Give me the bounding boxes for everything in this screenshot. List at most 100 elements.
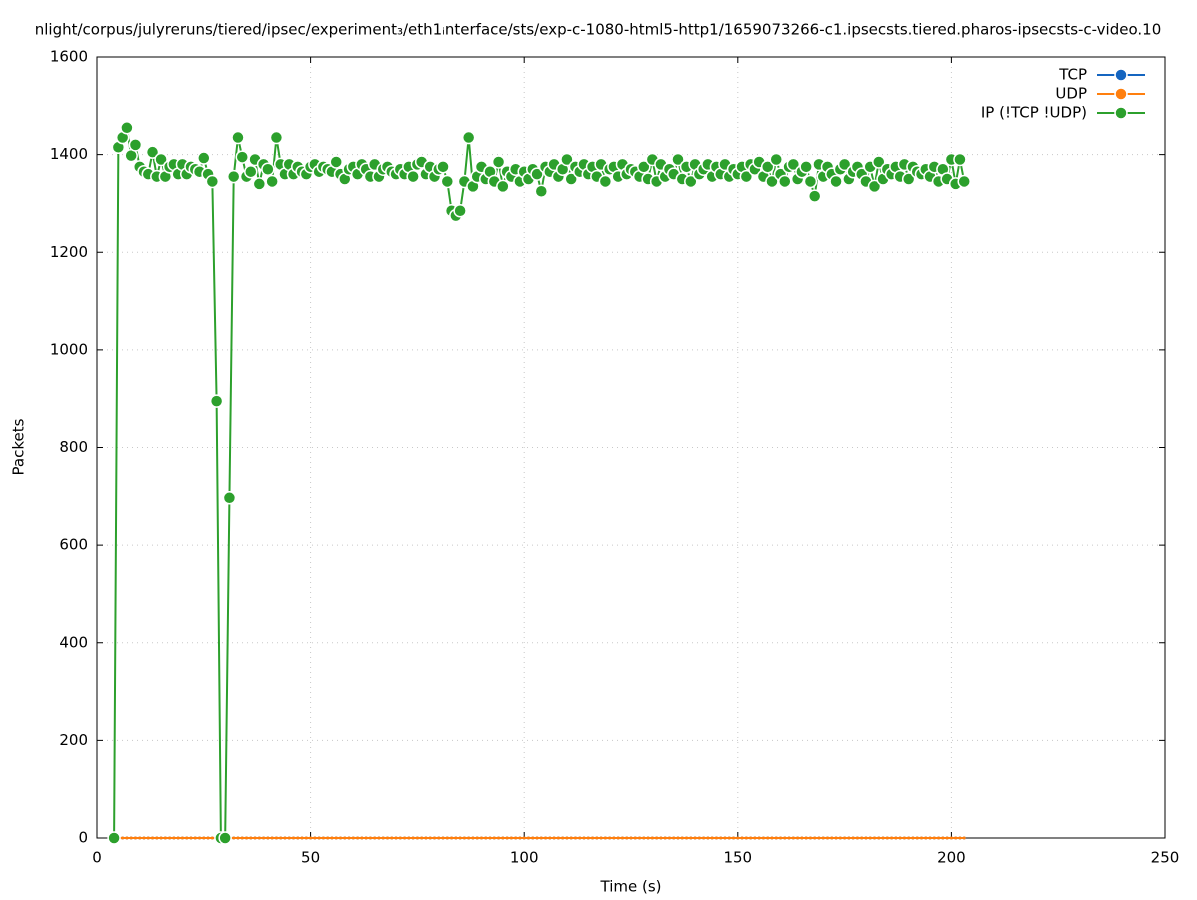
data-point: [253, 836, 257, 840]
data-point: [334, 836, 338, 840]
data-point: [398, 836, 402, 840]
data-point: [778, 174, 792, 189]
data-point: [467, 836, 471, 840]
data-point: [803, 174, 818, 189]
data-point: [714, 836, 718, 840]
data-point: [787, 836, 791, 840]
data-point: [898, 836, 902, 840]
data-point: [727, 836, 731, 840]
data-point: [428, 836, 432, 840]
data-point: [514, 836, 518, 840]
data-point: [877, 836, 881, 840]
data-point: [218, 831, 232, 845]
data-point: [864, 836, 868, 840]
data-point: [937, 836, 941, 840]
data-point: [655, 836, 659, 840]
data-point: [834, 836, 838, 840]
data-point: [560, 152, 574, 167]
data-point: [185, 836, 189, 840]
y-tick-label: 400: [59, 633, 88, 651]
y-tick-label: 0: [78, 829, 88, 847]
data-point: [932, 836, 936, 840]
data-point: [163, 836, 167, 840]
data-point: [769, 152, 783, 167]
data-point: [266, 836, 270, 840]
data-point: [381, 836, 385, 840]
data-point: [642, 836, 646, 840]
data-point: [774, 836, 778, 840]
data-point: [441, 836, 445, 840]
data-point: [356, 836, 360, 840]
y-tick-label: 200: [59, 731, 88, 749]
data-point: [919, 836, 923, 840]
data-point: [385, 836, 389, 840]
data-point: [765, 174, 779, 189]
data-point: [941, 836, 945, 840]
y-tick-label: 1400: [50, 145, 88, 163]
data-point: [505, 836, 509, 840]
data-point: [548, 836, 552, 840]
data-point: [377, 836, 381, 840]
data-point: [804, 836, 808, 840]
data-point: [488, 836, 492, 840]
data-point: [710, 836, 714, 840]
data-point: [155, 836, 159, 840]
data-point: [209, 394, 224, 408]
data-point: [663, 836, 667, 840]
data-point: [860, 836, 864, 840]
data-point: [807, 189, 822, 203]
data-point: [928, 836, 932, 840]
data-point: [591, 836, 595, 840]
data-point: [321, 836, 325, 840]
data-point: [757, 836, 761, 840]
data-point: [830, 836, 834, 840]
data-point: [411, 836, 415, 840]
data-point: [526, 836, 530, 840]
data-point: [638, 836, 642, 840]
data-point: [245, 836, 249, 840]
chart-title: nlight/corpus/julyreruns/tiered/ipsec/ex…: [35, 21, 1162, 39]
data-point: [339, 836, 343, 840]
data-point: [394, 836, 398, 840]
data-point: [343, 836, 347, 840]
data-point: [368, 836, 372, 840]
data-point: [296, 836, 300, 840]
data-point: [616, 836, 620, 840]
data-point: [539, 836, 543, 840]
data-point: [808, 836, 812, 840]
data-point: [180, 836, 184, 840]
data-point: [479, 836, 483, 840]
data-point: [885, 836, 889, 840]
data-point: [240, 836, 244, 840]
data-point: [249, 836, 253, 840]
data-point: [843, 836, 847, 840]
data-point: [373, 836, 377, 840]
data-point: [829, 174, 843, 189]
data-point: [851, 836, 855, 840]
data-point: [360, 836, 364, 840]
data-point: [193, 836, 197, 840]
data-point: [491, 155, 506, 169]
data-point: [625, 836, 629, 840]
data-point: [813, 836, 817, 840]
data-point: [779, 836, 783, 840]
data-point: [471, 836, 475, 840]
data-point: [347, 836, 351, 840]
data-point: [535, 836, 539, 840]
data-point: [128, 138, 143, 152]
data-point: [390, 836, 394, 840]
data-point: [120, 121, 134, 135]
data-point: [659, 836, 663, 840]
x-axis-label: Time (s): [600, 878, 662, 896]
data-point: [454, 836, 458, 840]
data-point: [766, 836, 770, 840]
data-point: [257, 836, 261, 840]
data-point: [501, 836, 505, 840]
data-point: [957, 174, 971, 189]
data-point: [133, 836, 137, 840]
data-point: [403, 836, 407, 840]
data-point: [326, 836, 330, 840]
data-point: [445, 836, 449, 840]
data-point: [706, 836, 710, 840]
